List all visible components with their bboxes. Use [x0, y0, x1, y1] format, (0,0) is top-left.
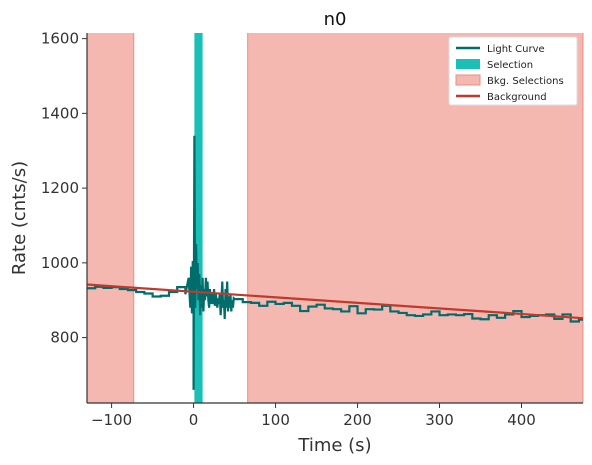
- axes: −100 0 100 200 300 400 800 1000 1200 1400 1600: [41, 30, 583, 429]
- light-curve-line: [87, 135, 583, 390]
- legend-frame: [448, 36, 578, 106]
- x-tick-label: −100: [91, 411, 132, 429]
- y-axis-title: Rate (cnts/s): [9, 161, 30, 275]
- y-tick-label: 1400: [41, 104, 79, 122]
- x-tick-label: 200: [343, 411, 372, 429]
- x-tick-label: 0: [189, 411, 199, 429]
- legend-swatch-selection: [456, 59, 480, 69]
- y-tick-label: 1000: [41, 254, 79, 272]
- x-tick-label: 300: [425, 411, 454, 429]
- legend: Light Curve Selection Bkg. Selections Backg…: [448, 36, 578, 106]
- x-tick-label: 100: [261, 411, 290, 429]
- x-tick-label: 400: [507, 411, 536, 429]
- x-axis-title: Time (s): [297, 435, 371, 456]
- legend-label: Selection: [487, 60, 533, 71]
- legend-label: Background: [487, 92, 547, 103]
- legend-swatch-bkg_selection: [455, 74, 481, 86]
- background-fit-line: [86, 283, 584, 320]
- plot-area: [86, 33, 584, 403]
- bkg-selection-region-0: [87, 33, 134, 403]
- chart-title: n0: [324, 9, 347, 30]
- y-tick-label: 1600: [41, 30, 79, 48]
- y-tick-label: 800: [50, 329, 79, 347]
- legend-label: Bkg. Selections: [487, 76, 564, 87]
- y-tick-label: 1200: [41, 179, 79, 197]
- source-selection-region: [194, 33, 203, 403]
- legend-label: Light Curve: [487, 44, 545, 55]
